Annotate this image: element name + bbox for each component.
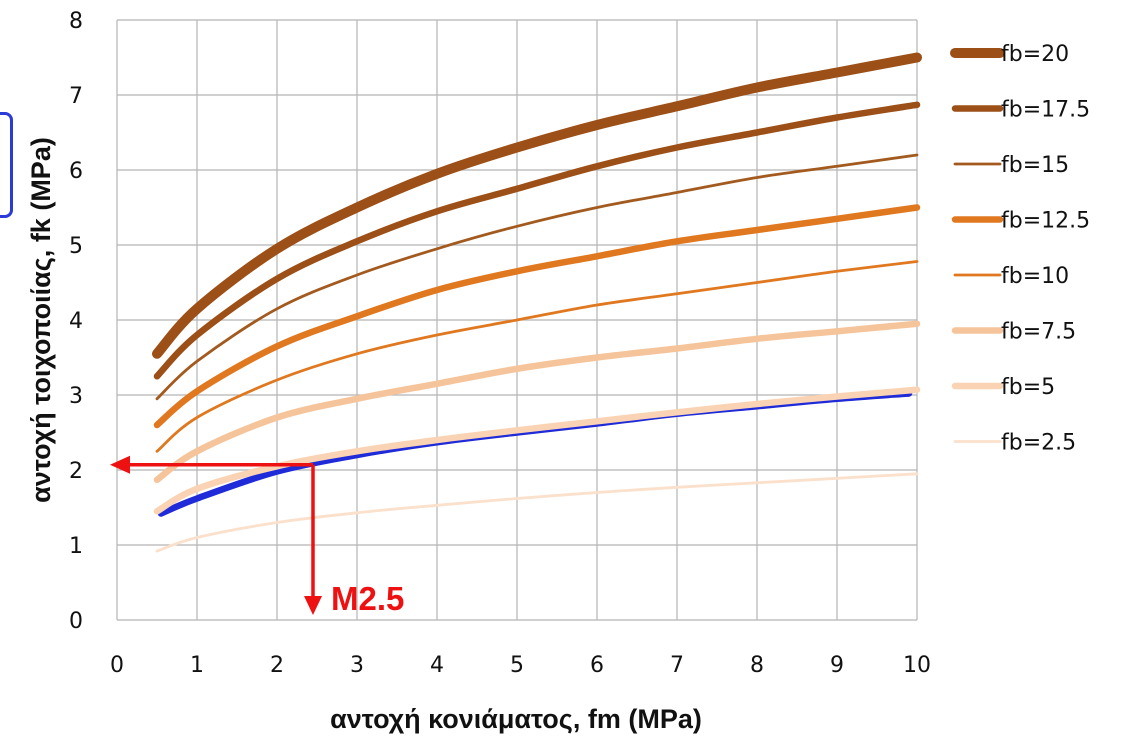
x-tick-label: 6	[590, 653, 604, 678]
y-tick-label: 5	[69, 234, 83, 259]
x-tick-label: 7	[670, 653, 684, 678]
y-tick-label: 1	[69, 534, 83, 559]
legend-label: fb=15	[1001, 153, 1069, 178]
annotation-arrowhead-down	[304, 596, 322, 615]
x-tick-label: 1	[190, 653, 204, 678]
annotation-label-m2-5: M2.5	[331, 580, 404, 617]
legend-label: fb=10	[1001, 264, 1069, 289]
legend: fb=20 fb=17.5 fb=15 fb=12.5 fb=10 fb=7.5 fb=5 f…	[950, 42, 1090, 456]
y-tick-label: 4	[69, 309, 83, 334]
series-line-fb-2-5	[155, 472, 919, 553]
series-line-fb-15	[155, 153, 919, 401]
y-tick-label: 8	[69, 9, 83, 34]
legend-label: fb=5	[1001, 375, 1055, 400]
series-line-fb-7-5	[153, 320, 921, 484]
legend-label: fb=20	[1001, 42, 1069, 67]
x-tick-label: 3	[350, 653, 364, 678]
x-tick-label: 8	[750, 653, 764, 678]
series-line-fb-10	[155, 260, 919, 453]
y-tick-label: 0	[69, 609, 83, 634]
legend-label: fb=12.5	[1001, 209, 1090, 234]
y-tick-label: 2	[69, 459, 83, 484]
series-line-selected	[157, 390, 913, 517]
legend-label: fb=17.5	[1001, 98, 1090, 123]
annotation: M2.5	[110, 455, 404, 617]
y-axis-ticks: 0 1 2 3 4 5 6 7 8	[69, 9, 83, 634]
series-line-fb-17-5	[153, 101, 921, 380]
x-axis-ticks: 0 1 2 3 4 5 6 7 8 9 10	[110, 653, 931, 678]
series-lines	[152, 52, 922, 553]
y-tick-label: 7	[69, 84, 83, 109]
x-tick-label: 10	[903, 653, 931, 678]
x-tick-label: 2	[270, 653, 284, 678]
y-tick-label: 6	[69, 159, 83, 184]
y-tick-label: 3	[69, 384, 83, 409]
x-tick-label: 0	[110, 653, 124, 678]
series-line-fb-20	[152, 52, 922, 359]
legend-label: fb=2.5	[1001, 431, 1076, 456]
grid	[116, 19, 918, 621]
legend-label: fb=7.5	[1001, 320, 1076, 345]
side-highlight-box	[0, 112, 13, 218]
x-tick-label: 9	[830, 653, 844, 678]
annotation-arrowhead-left	[110, 455, 130, 474]
x-tick-label: 4	[430, 653, 444, 678]
series-line-fb-12-5	[153, 204, 921, 429]
x-tick-label: 5	[510, 653, 524, 678]
series-line-fb-5	[153, 386, 921, 515]
y-axis-title: αντοχή τοιχοποιίας, fk (MPa)	[26, 137, 56, 503]
x-axis-title: αντοχή κονιάματος, fm (MPa)	[330, 704, 702, 734]
